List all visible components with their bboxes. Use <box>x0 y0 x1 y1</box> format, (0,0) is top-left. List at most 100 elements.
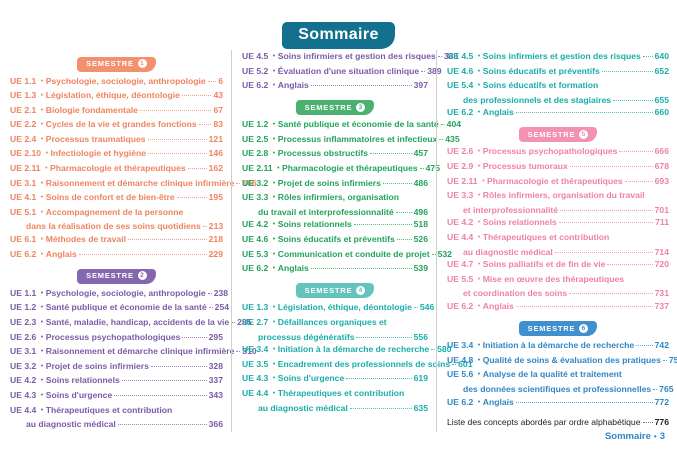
bullet-icon: • <box>477 219 481 227</box>
toc-entry[interactable]: UE 3.4 • Initiation à la démarche de reche… <box>447 339 669 354</box>
toc-entry[interactable]: UE 5.6 • Analyse de la qualité et traiteme… <box>447 368 669 383</box>
toc-entry[interactable]: UE 3.3 • Rôles infirmiers, organisation <box>242 191 428 206</box>
toc-entry-continuation[interactable]: au diagnostic médical 366 <box>10 418 223 431</box>
toc-entry[interactable]: UE 2.11 • Pharmacologie et thérapeutiques 1… <box>10 162 223 177</box>
toc-entry-code: UE 4.8 <box>447 354 474 365</box>
toc-entry-label: Santé publique et économie de la santé <box>277 119 439 130</box>
toc-entry-continuation[interactable]: des données scientifiques et professionn… <box>447 383 674 396</box>
toc-entry[interactable]: UE 6.2 • Anglais 397 <box>242 79 428 94</box>
toc-entry[interactable]: UE 4.8 • Qualité de soins & évaluation des… <box>447 354 677 369</box>
toc-entry-label-continued: au diagnostic médical <box>258 402 348 413</box>
toc-entry[interactable]: UE 1.2 • Santé publique et économie de la … <box>10 301 229 316</box>
toc-entry[interactable]: UE 6.2 • Anglais 737 <box>447 300 669 315</box>
toc-entry-continuation[interactable]: au diagnostic médical 635 <box>242 402 428 415</box>
toc-entry-label: Anglais <box>482 107 514 118</box>
toc-entry-label: Anglais <box>277 263 309 274</box>
bullet-icon: • <box>272 121 276 129</box>
toc-entry[interactable]: UE 2.11 • Pharmacologie et thérapeutiques 6… <box>447 175 669 190</box>
toc-entry[interactable]: UE 3.4 • Initiation à la démarche de reche… <box>242 343 451 358</box>
toc-entry[interactable]: UE 1.1 • Psychologie, sociologie, anthropo… <box>10 75 223 90</box>
toc-entry-label: Santé, maladie, handicap, accidents de l… <box>45 316 230 327</box>
toc-entry[interactable]: UE 2.4 • Processus traumatiques 121 <box>10 133 223 148</box>
toc-entry-label: Soins infirmiers et gestion des risques <box>482 51 641 61</box>
toc-entry[interactable]: UE 1.3 • Législation, éthique, déontologie… <box>242 301 434 316</box>
toc-entry-label: Soins éducatifs et préventifs <box>482 65 600 76</box>
toc-entry[interactable]: UE 4.5 • Soins infirmiers et gestion des r… <box>242 50 458 65</box>
semester-badge-number: 1 <box>137 59 147 69</box>
toc-entry[interactable]: UE 2.9 • Processus tumoraux 678 <box>447 160 669 175</box>
toc-entry-label: Raisonnement et démarche clinique infirm… <box>45 346 235 357</box>
toc-entry-code: UE 4.6 <box>447 65 474 76</box>
toc-entry[interactable]: UE 5.5 • Mise en œuvre des thérapeutiques <box>447 273 669 288</box>
toc-entry[interactable]: UE 5.2 • Évaluation d'une situation cliniq… <box>242 65 442 80</box>
toc-entry-page: 539 <box>413 263 428 274</box>
toc-entry[interactable]: UE 5.3 • Communication et conduite de proj… <box>242 248 452 263</box>
toc-entry[interactable]: UE 1.1 • Psychologie, sociologie, anthropo… <box>10 287 228 302</box>
toc-entry[interactable]: UE 2.8 • Processus obstructifs 457 <box>242 147 428 162</box>
toc-entry[interactable]: UE 3.3 • Rôles infirmiers, organisation du… <box>447 189 669 204</box>
bullet-icon: • <box>40 194 44 202</box>
bullet-icon: • <box>40 250 44 258</box>
leader-dots <box>636 345 653 347</box>
toc-entry-continuation[interactable]: des professionnels et des stagiaires 655 <box>447 94 669 107</box>
toc-entry[interactable]: UE 4.2 • Soins relationnels 337 <box>10 374 223 389</box>
toc-entry-code: UE 5.3 <box>242 248 269 259</box>
toc-entry-page: 655 <box>654 94 669 105</box>
toc-entry[interactable]: UE 4.7 • Soins palliatifs et de fin de vie… <box>447 258 669 273</box>
toc-entry[interactable]: UE 3.1 • Raisonnement et démarche clinique… <box>10 177 257 192</box>
toc-entry[interactable]: UE 2.5 • Processus inflammatoires et infec… <box>242 133 460 148</box>
toc-entry[interactable]: UE 2.2 • Cycles de la vie et grandes fonct… <box>10 118 223 133</box>
toc-entry-label-continued: et interprofessionnalité <box>463 204 559 215</box>
alphabetical-index-entry[interactable]: Liste des concepts abordés par ordre alp… <box>447 416 669 429</box>
toc-entry-continuation[interactable]: processus dégénératifs 556 <box>242 331 428 344</box>
toc-entry[interactable]: UE 2.10 • Infectiologie et hygiène 146 <box>10 147 223 162</box>
toc-entry[interactable]: UE 3.5 • Encadrement des professionnels de… <box>242 358 472 373</box>
toc-entry[interactable]: UE 5.4 • Soins éducatifs et formation <box>447 79 669 94</box>
toc-entry[interactable]: UE 4.4 • Thérapeutiques et contribution <box>242 387 428 402</box>
toc-entry[interactable]: UE 1.3 • Législation, éthique, déontologie… <box>10 89 223 104</box>
toc-entry[interactable]: UE 4.6 • Soins éducatifs et préventifs 526 <box>242 233 428 248</box>
toc-entry-page: 67 <box>213 104 223 115</box>
toc-entry-continuation[interactable]: et interprofessionnalité 701 <box>447 204 669 217</box>
toc-entry[interactable]: UE 4.6 • Soins éducatifs et préventifs 652 <box>447 65 669 80</box>
toc-entry-code: UE 3.3 <box>447 190 474 201</box>
toc-entry[interactable]: UE 4.3 • Soins d'urgence 619 <box>242 372 428 387</box>
semester-block-5: SEMESTRE 5 UE 2.6 • Processus psychopatholog… <box>447 124 669 315</box>
toc-entry[interactable]: UE 6.2 • Anglais 229 <box>10 248 223 263</box>
toc-entry[interactable]: UE 4.4 • Thérapeutiques et contribution <box>447 231 669 246</box>
toc-entry[interactable]: UE 4.4 • Thérapeutiques et contribution <box>10 404 223 419</box>
toc-entry[interactable]: UE 4.1 • Soins de confort et de bien-être 1… <box>10 191 223 206</box>
toc-entry[interactable]: UE 2.6 • Processus psychopathologiques 666 <box>447 145 669 160</box>
toc-entry-label: Soins relationnels <box>277 219 352 230</box>
toc-entry[interactable]: UE 2.11 • Pharmacologie et thérapeutiques 4… <box>242 162 440 177</box>
toc-entry-code: UE 6.2 <box>447 107 474 118</box>
toc-entry-continuation[interactable]: du travail et interprofessionnalité 496 <box>242 206 428 219</box>
bullet-icon: • <box>40 92 44 100</box>
alphabetical-index-page: 776 <box>654 417 669 428</box>
toc-entry-continuation[interactable]: au diagnostic médical 714 <box>447 246 669 259</box>
toc-entry[interactable]: UE 4.3 • Soins d'urgence 343 <box>10 389 223 404</box>
toc-entry[interactable]: UE 3.2 • Projet de soins infirmiers 328 <box>10 360 223 375</box>
toc-entry[interactable]: UE 4.5 • Soins infirmiers et gestion des r… <box>447 50 669 65</box>
toc-entry[interactable]: UE 2.7 • Défaillances organiques et <box>242 316 428 331</box>
toc-entry[interactable]: UE 2.3 • Santé, maladie, handicap, acciden… <box>10 316 251 331</box>
toc-entry[interactable]: UE 2.1 • Biologie fondamentale 67 <box>10 104 223 119</box>
toc-entry[interactable]: UE 4.2 • Soins relationnels 711 <box>447 216 669 231</box>
toc-entry[interactable]: UE 6.2 • Anglais 660 <box>447 106 669 121</box>
toc-entry[interactable]: UE 4.2 • Soins relationnels 518 <box>242 218 428 233</box>
toc-entry[interactable]: UE 1.2 • Santé publique et économie de la … <box>242 118 461 133</box>
bullet-icon: • <box>40 406 44 414</box>
toc-entry-page: 285 <box>237 316 252 327</box>
toc-entry-continuation[interactable]: dans la réalisation de ses soins quotidi… <box>10 220 223 233</box>
toc-entry[interactable]: UE 5.1 • Accompagnement de la personne <box>10 206 223 221</box>
toc-entry-continuation[interactable]: et coordination des soins 731 <box>447 287 669 300</box>
bullet-icon: • <box>272 150 276 158</box>
toc-entry[interactable]: UE 3.1 • Raisonnement et démarche clinique… <box>10 345 257 360</box>
bullet-icon: • <box>477 371 481 379</box>
toc-entry[interactable]: UE 2.6 • Processus psychopathologiques 295 <box>10 331 223 346</box>
toc-entry-label-continued: du travail et interprofessionnalité <box>258 206 394 217</box>
toc-entry[interactable]: UE 6.1 • Méthodes de travail 218 <box>10 233 223 248</box>
toc-entry[interactable]: UE 3.2 • Projet de soins infirmiers 486 <box>242 177 428 192</box>
toc-entry[interactable]: UE 6.2 • Anglais 539 <box>242 262 428 277</box>
toc-entry[interactable]: UE 6.2 • Anglais 772 <box>447 396 669 411</box>
